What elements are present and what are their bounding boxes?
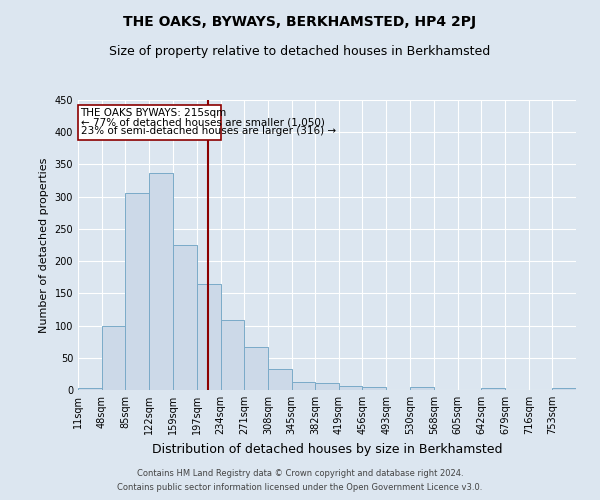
Bar [410, 388, 434, 390]
FancyBboxPatch shape [78, 104, 221, 140]
Text: Size of property relative to detached houses in Berkhamsted: Size of property relative to detached ho… [109, 45, 491, 58]
Y-axis label: Number of detached properties: Number of detached properties [39, 158, 49, 332]
Text: THE OAKS BYWAYS: 215sqm: THE OAKS BYWAYS: 215sqm [80, 108, 227, 118]
Bar [173, 245, 197, 390]
Bar [149, 174, 173, 390]
Bar [362, 388, 386, 390]
Bar [101, 326, 125, 390]
Bar [292, 382, 315, 390]
Bar [197, 284, 221, 390]
Bar [481, 388, 505, 390]
Text: THE OAKS, BYWAYS, BERKHAMSTED, HP4 2PJ: THE OAKS, BYWAYS, BERKHAMSTED, HP4 2PJ [124, 15, 476, 29]
Bar [125, 194, 149, 390]
Bar [268, 368, 292, 390]
X-axis label: Distribution of detached houses by size in Berkhamsted: Distribution of detached houses by size … [152, 442, 502, 456]
Text: Contains HM Land Registry data © Crown copyright and database right 2024.: Contains HM Land Registry data © Crown c… [137, 468, 463, 477]
Text: ← 77% of detached houses are smaller (1,050): ← 77% of detached houses are smaller (1,… [80, 118, 325, 128]
Bar [315, 383, 339, 390]
Bar [221, 320, 244, 390]
Bar [339, 386, 362, 390]
Text: Contains public sector information licensed under the Open Government Licence v3: Contains public sector information licen… [118, 484, 482, 492]
Text: 23% of semi-detached houses are larger (316) →: 23% of semi-detached houses are larger (… [80, 126, 335, 136]
Bar [553, 388, 576, 390]
Bar [244, 347, 268, 390]
Bar [78, 388, 101, 390]
